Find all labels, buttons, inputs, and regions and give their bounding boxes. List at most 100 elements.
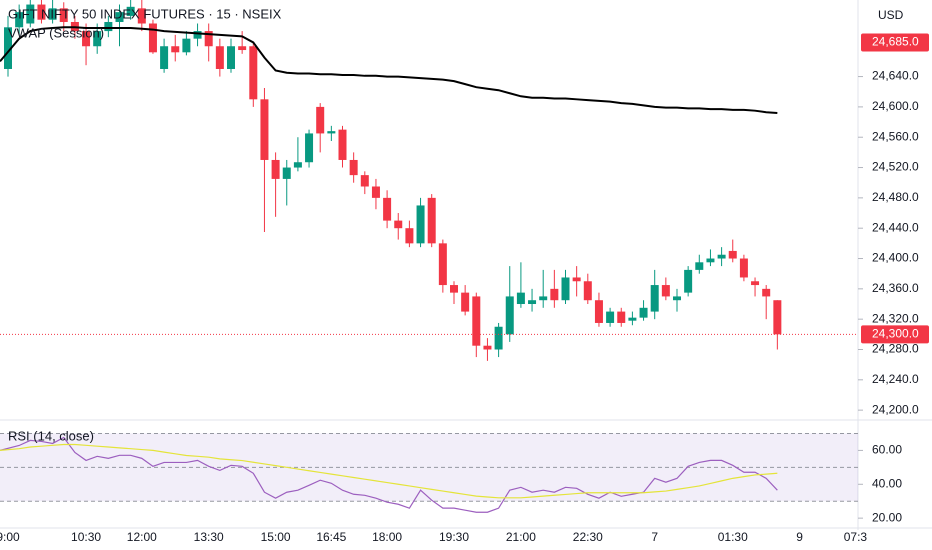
candle-body	[316, 106, 325, 134]
candle-body	[450, 285, 458, 293]
candle-body	[505, 296, 514, 335]
candle-body	[282, 167, 291, 179]
candle-body	[349, 159, 358, 176]
candle-body	[762, 288, 771, 297]
y-tick-label: 24,240.0	[872, 372, 919, 386]
candle-body	[193, 31, 202, 39]
candle-body	[204, 31, 213, 47]
rsi-ma-line	[0, 443, 778, 499]
candle-body	[15, 12, 24, 28]
candle-body	[115, 12, 124, 22]
candle-body	[360, 175, 369, 187]
x-tick-label: 21:00	[506, 530, 536, 544]
candle-body	[238, 46, 247, 51]
candle-body	[706, 258, 715, 263]
candle-body	[137, 8, 146, 24]
candle-body	[160, 46, 169, 69]
x-tick-label: 15:00	[261, 530, 291, 544]
candle-body	[461, 292, 470, 312]
candle-body	[628, 317, 637, 321]
price-marker-label: 24,300.0	[872, 327, 919, 341]
y-tick-label: 24,200.0	[872, 402, 919, 416]
x-tick-label: 19:30	[439, 530, 469, 544]
candle-body	[717, 254, 726, 259]
x-tick-label: 16:45	[316, 530, 346, 544]
x-tick-label: 22:30	[573, 530, 603, 544]
candle-body	[650, 285, 659, 312]
candle-body	[171, 46, 180, 53]
price-axis-bg	[858, 0, 932, 550]
y-tick-label: 24,400.0	[872, 251, 919, 265]
candle-body	[539, 296, 548, 301]
candle-body	[572, 277, 581, 282]
candle-body	[182, 38, 191, 53]
candle-body	[26, 4, 35, 24]
x-tick-label: 9:00	[0, 530, 20, 544]
x-tick-label: 13:30	[194, 530, 224, 544]
rsi-line	[0, 436, 778, 513]
candle-body	[427, 197, 436, 244]
candle-body	[148, 23, 157, 53]
candle-body	[550, 288, 559, 301]
candle-body	[773, 300, 782, 335]
candle-body	[673, 296, 681, 301]
y-tick-label: 24,600.0	[872, 99, 919, 113]
price-marker-label: 24,685.0	[872, 35, 919, 49]
rsi-y-tick-label: 60.00	[872, 443, 902, 457]
price-marker	[861, 325, 929, 344]
candle-body	[494, 326, 503, 350]
x-tick-label: 07:3	[844, 530, 868, 544]
candle-body	[249, 46, 258, 100]
candle-body	[739, 258, 748, 278]
candle-body	[271, 159, 280, 179]
candle-body	[4, 27, 12, 69]
candle-body	[617, 311, 626, 323]
candle-body	[327, 131, 336, 134]
y-tick-label: 24,440.0	[872, 220, 919, 234]
candle-body	[405, 228, 414, 244]
y-tick-label: 24,360.0	[872, 281, 919, 295]
rsi-title: RSI (14, close)	[8, 428, 94, 443]
candle-body	[104, 21, 113, 32]
x-tick-label: 9	[796, 530, 803, 544]
candle-body	[528, 300, 537, 305]
candle-body	[661, 285, 670, 297]
y-tick-label: 24,560.0	[872, 129, 919, 143]
candle-body	[215, 46, 224, 69]
candle-body	[606, 311, 615, 323]
x-tick-label: 7	[651, 530, 658, 544]
y-tick-label: 24,520.0	[872, 160, 919, 174]
candle-body	[394, 220, 403, 229]
candle-body	[516, 292, 525, 305]
candle-body	[82, 31, 91, 47]
candle-body	[695, 262, 704, 270]
currency: USD	[878, 8, 904, 22]
candle-body	[371, 186, 380, 198]
candle-body	[483, 345, 492, 350]
rsi-y-tick-label: 20.00	[872, 510, 902, 524]
candle-body	[383, 197, 392, 221]
candle-body	[639, 307, 648, 318]
candle-body	[472, 296, 481, 346]
candle-body	[561, 277, 570, 301]
x-tick-label: 12:00	[127, 530, 157, 544]
candle-body	[338, 129, 347, 160]
candle-body	[260, 99, 269, 160]
x-tick-label: 01:30	[718, 530, 748, 544]
chart-title: GIFT NIFTY 50 INDEX FUTURES · 15 · NSEIX	[8, 6, 282, 21]
candle-body	[751, 281, 760, 286]
candle-body	[305, 133, 314, 163]
candle-body	[59, 8, 68, 22]
candle-body	[438, 243, 447, 286]
y-tick-label: 24,640.0	[872, 69, 919, 83]
candle-body	[37, 4, 46, 20]
candle-body	[416, 205, 425, 244]
y-tick-label: 24,280.0	[872, 342, 919, 356]
price-marker	[861, 33, 929, 52]
candle-body	[583, 281, 592, 301]
candle-body	[126, 6, 135, 16]
y-tick-label: 24,320.0	[872, 311, 919, 325]
x-tick-label: 18:00	[372, 530, 402, 544]
candle-body	[684, 269, 693, 293]
